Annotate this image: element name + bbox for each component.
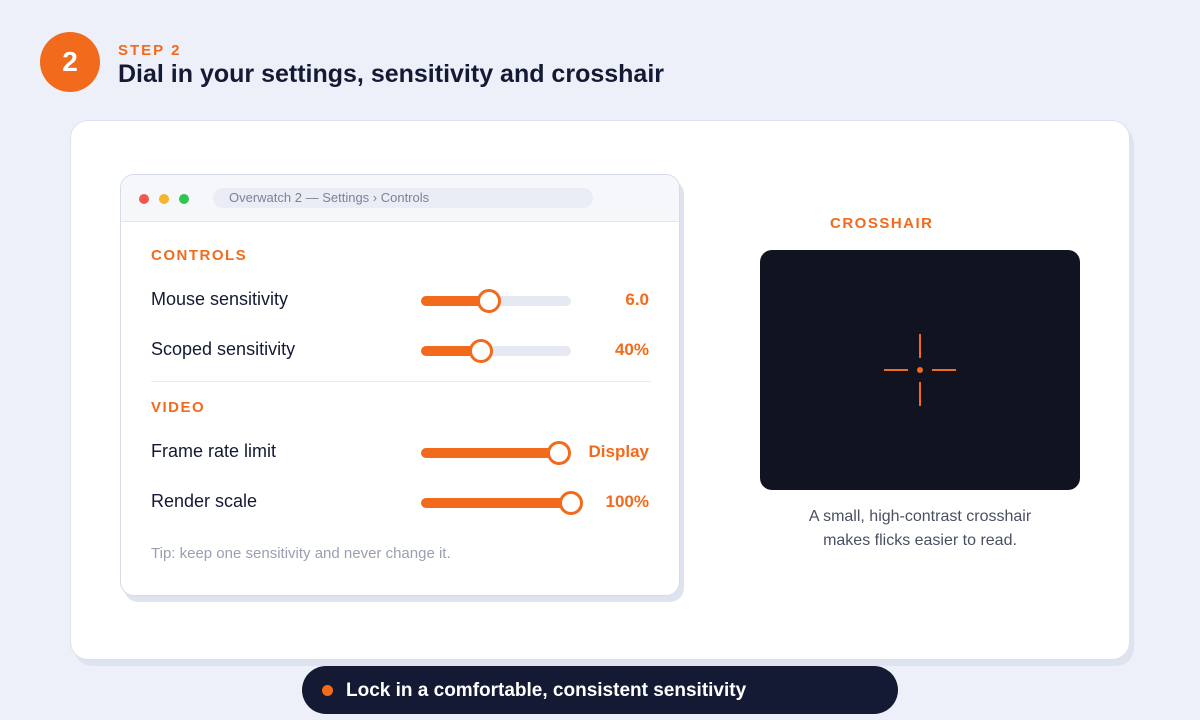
step-number-badge: 2	[40, 32, 100, 92]
bullet-dot-icon	[322, 685, 333, 696]
frame-rate-limit-slider[interactable]	[421, 441, 571, 465]
crosshair-right-line	[932, 369, 956, 371]
slider-fill	[421, 498, 571, 508]
settings-tip: Tip: keep one sensitivity and never chan…	[151, 545, 451, 562]
render-scale-label: Render scale	[151, 491, 258, 511]
render-scale-slider[interactable]	[421, 491, 583, 515]
crosshair-center-dot	[917, 367, 923, 373]
window-titlebar: Overwatch 2 — Settings › Controls	[121, 175, 679, 222]
caption-line-2: makes flicks easier to read.	[823, 532, 1017, 549]
slider-knob[interactable]	[559, 491, 583, 515]
scoped-sensitivity-value: 40%	[614, 340, 649, 359]
crosshair-bottom-line	[919, 382, 921, 406]
slider-knob[interactable]	[469, 339, 493, 363]
page-title: Dial in your settings, sensitivity and c…	[118, 60, 664, 88]
maximize-window-dot-icon[interactable]	[179, 194, 189, 204]
footer-text: Lock in a comfortable, consistent sensit…	[346, 680, 747, 701]
crosshair-top-line	[919, 334, 921, 358]
slider-knob[interactable]	[477, 289, 501, 313]
crosshair-caption: A small, high-contrast crosshair makes f…	[760, 505, 1080, 553]
frame-rate-limit-label: Frame rate limit	[151, 441, 277, 461]
settings-window: Overwatch 2 — Settings › Controls CONTRO…	[120, 174, 680, 596]
scoped-sensitivity-slider[interactable]	[421, 339, 571, 363]
scoped-sensitivity-label: Scoped sensitivity	[151, 339, 296, 359]
section-label-controls: CONTROLS	[151, 247, 248, 264]
close-window-dot-icon[interactable]	[139, 194, 149, 204]
address-bar[interactable]: Overwatch 2 — Settings › Controls	[213, 188, 593, 208]
step-label: STEP 2	[118, 42, 182, 59]
section-label-video: VIDEO	[151, 399, 206, 416]
slider-fill	[421, 296, 489, 306]
render-scale-value: 100%	[605, 492, 649, 511]
slider-fill	[421, 448, 559, 458]
slider-knob[interactable]	[547, 441, 571, 465]
footer-pill: Lock in a comfortable, consistent sensit…	[302, 666, 898, 714]
crosshair-preview	[760, 250, 1080, 490]
mouse-sensitivity-value: 6.0	[625, 290, 649, 309]
crosshair-left-line	[884, 369, 908, 371]
section-divider	[151, 381, 651, 382]
caption-line-1: A small, high-contrast crosshair	[808, 508, 1032, 525]
mouse-sensitivity-slider[interactable]	[421, 289, 571, 313]
slider-fill	[421, 346, 481, 356]
crosshair-label: CROSSHAIR	[830, 215, 934, 232]
frame-rate-limit-value: Display	[588, 442, 649, 461]
mouse-sensitivity-label: Mouse sensitivity	[151, 289, 289, 309]
minimize-window-dot-icon[interactable]	[159, 194, 169, 204]
